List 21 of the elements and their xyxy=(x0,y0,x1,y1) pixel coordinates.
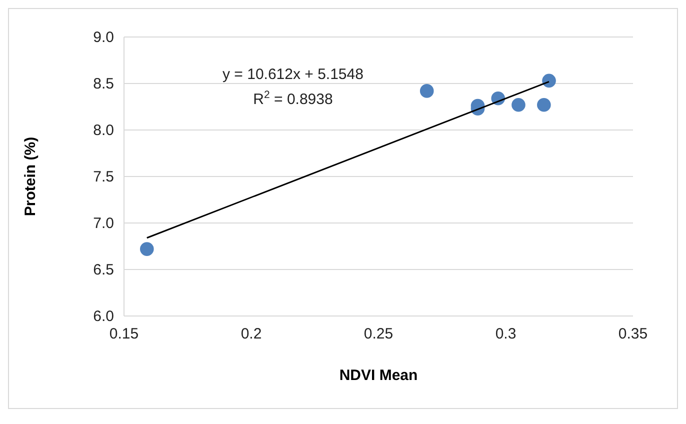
point xyxy=(542,74,556,88)
y-tick-label: 8.0 xyxy=(93,122,114,139)
y-axis-title: Protein (%) xyxy=(22,136,39,216)
x-axis-title: NDVI Mean xyxy=(339,367,418,384)
y-tick-label: 9.0 xyxy=(93,28,114,46)
x-tick-label: 0.2 xyxy=(240,326,262,343)
x-tick-label: 0.15 xyxy=(109,326,139,343)
y-tick-label: 8.5 xyxy=(93,75,114,92)
point xyxy=(140,242,154,256)
annotation: R$^{2}$ = 0.8938 xyxy=(253,89,333,108)
y-tick-label: 6.5 xyxy=(93,261,114,278)
point xyxy=(537,98,551,112)
annotation: y = 10.612x + 5.1548 xyxy=(222,66,364,83)
y-tick-label: 7.5 xyxy=(93,168,114,186)
x-tick-label: 0.35 xyxy=(618,326,648,343)
x-tick-label: 0.3 xyxy=(495,326,516,343)
x-tick-label: 0.25 xyxy=(364,326,394,343)
y-tick-label: 6.0 xyxy=(93,308,114,325)
point xyxy=(420,84,434,98)
point xyxy=(512,98,526,112)
y-tick-label: 7.0 xyxy=(93,214,114,232)
